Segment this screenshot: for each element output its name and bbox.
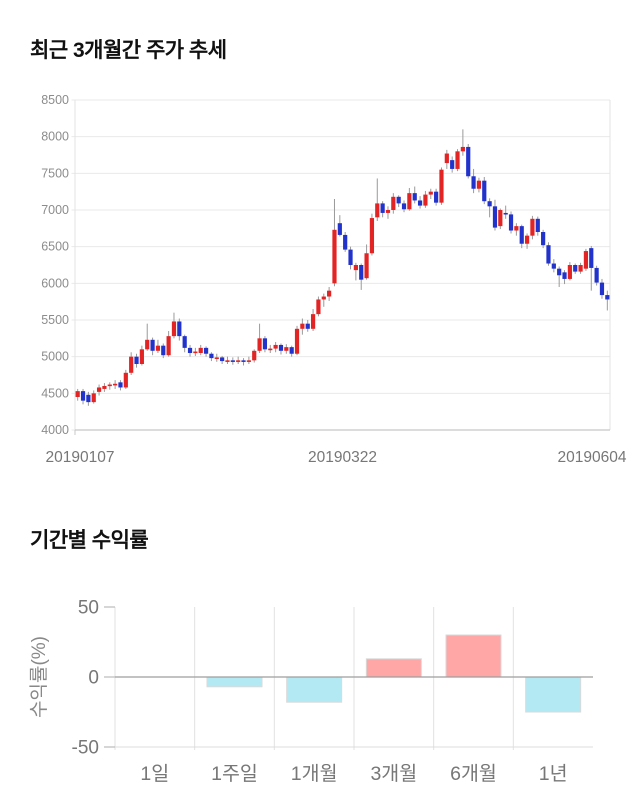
svg-text:7500: 7500 — [41, 166, 69, 180]
svg-text:20190322: 20190322 — [308, 449, 377, 466]
svg-text:1개월: 1개월 — [291, 763, 338, 785]
svg-text:6개월: 6개월 — [450, 763, 497, 785]
svg-text:1년: 1년 — [539, 763, 568, 785]
svg-text:3개월: 3개월 — [370, 763, 417, 785]
svg-text:6000: 6000 — [41, 276, 69, 290]
svg-text:5500: 5500 — [41, 313, 69, 327]
svg-text:4500: 4500 — [41, 386, 69, 400]
svg-text:1일: 1일 — [140, 763, 169, 785]
svg-text:20190604: 20190604 — [558, 449, 627, 466]
svg-text:-50: -50 — [72, 738, 99, 759]
price-chart-title: 최근 3개월간 주가 추세 — [30, 39, 227, 62]
svg-text:4000: 4000 — [41, 423, 69, 437]
svg-text:1주일: 1주일 — [211, 763, 258, 785]
svg-text:7000: 7000 — [41, 203, 69, 217]
svg-text:0: 0 — [88, 668, 99, 689]
svg-text:8000: 8000 — [41, 130, 69, 144]
svg-text:20190107: 20190107 — [46, 449, 115, 466]
svg-text:수익률(%): 수익률(%) — [28, 636, 50, 718]
returns-chart-title: 기간별 수익률 — [30, 529, 149, 552]
svg-text:6500: 6500 — [41, 240, 69, 254]
svg-text:50: 50 — [78, 598, 99, 619]
svg-text:5000: 5000 — [41, 350, 69, 364]
svg-text:8500: 8500 — [41, 93, 69, 107]
